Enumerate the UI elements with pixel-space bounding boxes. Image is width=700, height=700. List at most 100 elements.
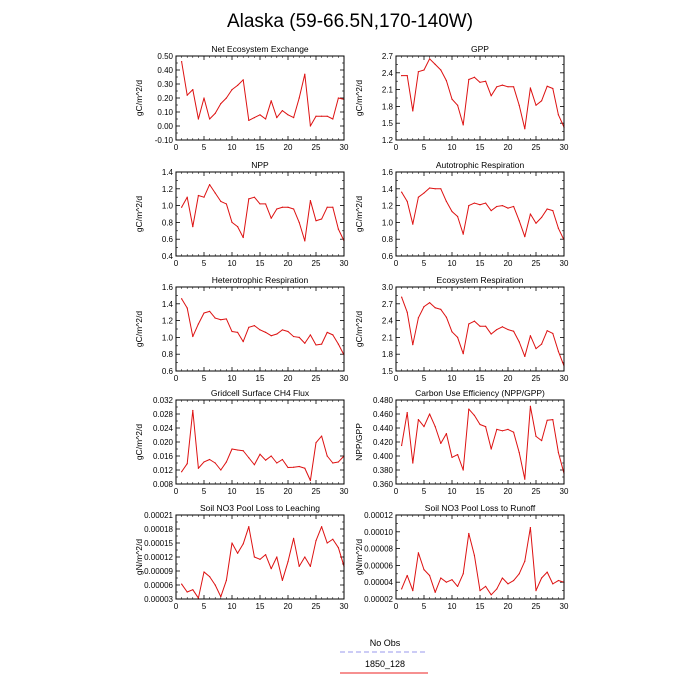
x-tick-label: 10 [448, 143, 457, 152]
data-point [203, 196, 205, 198]
data-point [468, 323, 470, 325]
data-point [546, 330, 548, 332]
data-point [293, 117, 295, 119]
plot-frame [395, 514, 565, 600]
data-point [552, 332, 554, 335]
data-point [507, 328, 509, 331]
data-point [518, 104, 520, 106]
data-point [253, 464, 255, 466]
x-tick-label: 30 [560, 602, 569, 611]
data-point [276, 333, 278, 335]
x-tick-label: 10 [228, 143, 237, 152]
data-point [501, 326, 503, 328]
panel-title: Soil NO3 Pool Loss to Runoff [425, 503, 536, 513]
data-point [287, 206, 289, 208]
data-point [214, 192, 216, 194]
x-tick-label: 10 [228, 487, 237, 496]
y-tick-label: 0.380 [373, 466, 394, 475]
x-tick-label: 30 [340, 374, 349, 383]
data-point [557, 451, 560, 454]
data-point [298, 336, 300, 338]
x-tick-label: 5 [202, 143, 207, 152]
data-point [304, 73, 306, 75]
panel-0: Net Ecosystem Exchange gC/m^2/d -0.10 0.00 0… [134, 44, 349, 152]
series-line-1850_128 [401, 405, 565, 480]
data-point [242, 543, 244, 545]
data-point [552, 210, 554, 212]
data-point [513, 579, 515, 582]
data-point [501, 577, 503, 579]
data-point [429, 187, 431, 189]
data-point [524, 355, 526, 358]
x-tick-label: 25 [532, 259, 541, 268]
x-tick-label: 30 [560, 143, 569, 152]
data-point [462, 469, 464, 471]
y-axis-label: gC/m^2/d [354, 80, 364, 116]
y-tick-label: 0.6 [382, 252, 394, 261]
x-tick-label: 20 [284, 259, 293, 268]
data-point [440, 577, 442, 579]
data-point [231, 89, 233, 91]
data-point [225, 461, 227, 463]
y-tick-label: 0.40 [157, 66, 173, 75]
data-point [203, 312, 205, 314]
data-point [248, 119, 250, 121]
y-tick-label: 0.00021 [144, 511, 173, 520]
data-point [546, 571, 548, 573]
x-tick-label: 30 [560, 487, 569, 496]
data-point [209, 118, 211, 120]
data-point [485, 80, 487, 82]
y-axis-label: gC/m^2/d [354, 196, 364, 232]
x-tick-label: 15 [476, 487, 485, 496]
data-point [479, 325, 481, 327]
data-point [315, 344, 317, 346]
data-point [197, 467, 199, 469]
data-point [237, 449, 239, 451]
x-tick-label: 15 [256, 487, 265, 496]
data-point [231, 330, 233, 333]
data-point [417, 71, 419, 73]
data-point [451, 456, 453, 458]
y-tick-label: 0.012 [153, 466, 174, 475]
y-tick-label: 0.4 [162, 252, 174, 261]
panel-title: GPP [471, 44, 489, 54]
series-line-1850_128 [401, 296, 565, 367]
plot-frame [395, 55, 565, 141]
x-tick-label: 20 [284, 487, 293, 496]
y-axis-label: gC/m^2/d [134, 80, 144, 116]
x-tick-label: 10 [228, 259, 237, 268]
x-tick-label: 0 [394, 259, 399, 268]
x-tick-label: 10 [228, 374, 237, 383]
data-point [214, 317, 216, 319]
data-point [248, 526, 250, 528]
data-point [293, 335, 295, 338]
data-point [496, 205, 498, 208]
data-point [181, 298, 183, 300]
data-point [406, 200, 408, 202]
data-point [417, 419, 419, 421]
data-point [192, 589, 194, 591]
data-point [337, 547, 339, 549]
series-line-1850_128 [181, 526, 345, 599]
data-point [225, 97, 227, 99]
data-point [462, 124, 464, 126]
data-point [259, 453, 261, 455]
y-tick-label: 0.020 [153, 438, 174, 447]
data-point [220, 469, 222, 471]
y-tick-label: 2.7 [382, 300, 394, 309]
data-point [287, 466, 289, 469]
data-point [423, 192, 425, 194]
data-point [473, 414, 475, 416]
series-line-1850_128 [401, 527, 565, 596]
y-tick-label: 1.2 [382, 202, 394, 211]
y-tick-label: 1.0 [162, 202, 174, 211]
data-point [304, 342, 306, 344]
x-tick-label: 5 [202, 259, 207, 268]
data-point [490, 594, 492, 596]
x-tick-label: 10 [448, 602, 457, 611]
data-point [485, 325, 487, 327]
data-point [541, 100, 543, 102]
data-point [209, 576, 211, 578]
data-point [326, 455, 328, 457]
legend: No Obs 1850_128 [340, 638, 428, 674]
